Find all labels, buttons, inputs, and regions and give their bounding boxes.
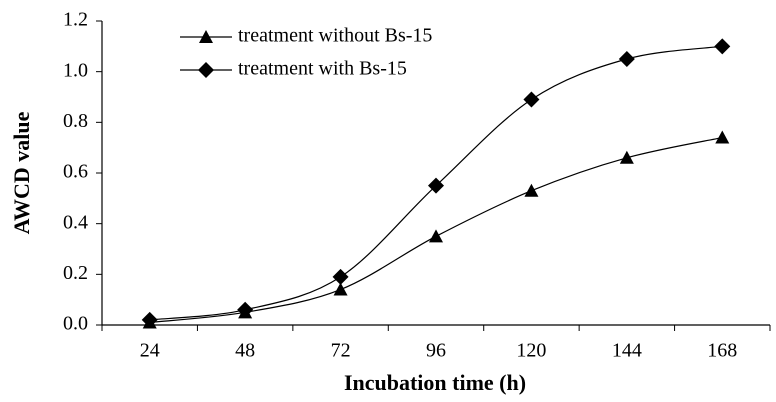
marker [619,150,634,164]
x-tick-label: 48 [235,340,255,362]
marker [333,282,348,296]
y-axis-title: AWCD value [9,111,34,234]
legend-marker [199,30,213,43]
x-tick-label: 72 [331,340,351,362]
x-tick-label: 120 [516,340,546,362]
marker [237,301,254,318]
y-tick-label: 0.2 [63,262,88,284]
marker [332,268,349,285]
x-axis-title: Incubation time (h) [344,370,526,395]
x-tick-label: 24 [140,340,160,362]
y-tick-label: 0.0 [63,313,88,335]
marker [618,51,635,67]
legend-label: treatment with Bs-15 [238,58,407,80]
marker [524,183,539,197]
legend-marker [198,62,214,78]
y-tick-label: 0.6 [63,161,88,183]
x-tick-label: 168 [707,340,737,362]
y-tick-label: 0.4 [63,211,88,233]
marker [714,38,731,55]
x-tick-label: 144 [612,340,642,362]
marker [141,311,158,328]
y-tick-label: 0.8 [63,110,88,132]
x-tick-label: 96 [426,340,446,362]
y-tick-label: 1.0 [63,59,88,81]
marker [523,91,540,108]
marker [428,177,444,194]
marker [715,130,730,144]
legend-label: treatment without Bs-15 [238,25,432,47]
marker [429,229,443,243]
y-tick-label: 1.2 [63,9,88,31]
